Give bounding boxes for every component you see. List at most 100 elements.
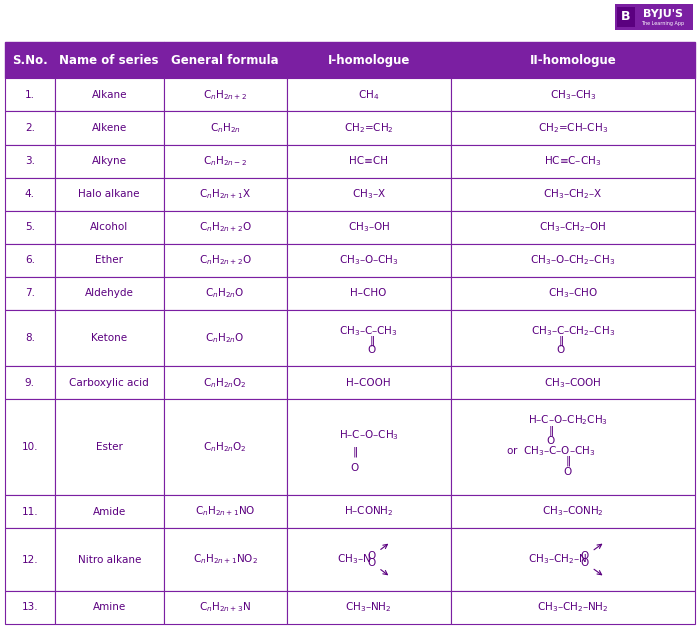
- Bar: [286, 399, 451, 495]
- Bar: [164, 42, 286, 78]
- Bar: [451, 528, 695, 591]
- Text: CH$_3$–CH$_2$–X: CH$_3$–CH$_2$–X: [543, 187, 603, 201]
- Text: HC≡CH: HC≡CH: [349, 156, 388, 166]
- Bar: [55, 178, 164, 210]
- Text: 3.: 3.: [25, 156, 35, 166]
- Text: B: B: [622, 11, 631, 23]
- Bar: [286, 178, 451, 210]
- Text: C$_n$H$_{2n+1}$NO: C$_n$H$_{2n+1}$NO: [195, 505, 256, 518]
- Bar: [55, 591, 164, 624]
- Text: General formula: General formula: [172, 54, 279, 67]
- Text: CH$_3$–OH: CH$_3$–OH: [347, 221, 390, 234]
- Bar: [615, 4, 693, 30]
- Bar: [55, 277, 164, 310]
- Text: Ester: Ester: [96, 442, 122, 452]
- Bar: [286, 591, 451, 624]
- Text: $\Vert$: $\Vert$: [548, 424, 554, 438]
- Text: Alkyne: Alkyne: [92, 156, 127, 166]
- Bar: [286, 111, 451, 145]
- Text: O: O: [556, 345, 565, 355]
- Text: C$_n$H$_{2n+2}$: C$_n$H$_{2n+2}$: [203, 88, 247, 102]
- Text: H–COOH: H–COOH: [346, 377, 391, 387]
- Bar: [5, 111, 55, 145]
- Text: C$_n$H$_{2n+1}$NO$_2$: C$_n$H$_{2n+1}$NO$_2$: [193, 552, 258, 566]
- Bar: [286, 42, 451, 78]
- Bar: [164, 277, 286, 310]
- Text: C$_n$H$_{2n}$O$_2$: C$_n$H$_{2n}$O$_2$: [203, 440, 247, 454]
- Text: $\Vert$: $\Vert$: [565, 454, 570, 468]
- Text: O: O: [368, 544, 387, 561]
- Text: CH$_3$–CONH$_2$: CH$_3$–CONH$_2$: [542, 505, 604, 518]
- Text: H–CHO: H–CHO: [351, 288, 387, 298]
- Text: 7.: 7.: [25, 288, 35, 298]
- Bar: [164, 111, 286, 145]
- Bar: [164, 495, 286, 528]
- Text: Aldehyde: Aldehyde: [85, 288, 134, 298]
- Text: Alkane: Alkane: [92, 90, 127, 100]
- Text: 5.: 5.: [25, 222, 35, 232]
- Text: 9.: 9.: [25, 377, 35, 387]
- Text: Alkene: Alkene: [92, 123, 127, 133]
- Bar: [451, 210, 695, 244]
- Text: C$_n$H$_{2n-2}$: C$_n$H$_{2n-2}$: [203, 154, 247, 168]
- Bar: [55, 366, 164, 399]
- Text: Alcohol: Alcohol: [90, 222, 128, 232]
- Bar: [286, 366, 451, 399]
- Bar: [286, 78, 451, 111]
- Bar: [164, 244, 286, 277]
- Bar: [286, 210, 451, 244]
- Bar: [5, 591, 55, 624]
- Text: C$_n$H$_{2n}$O$_2$: C$_n$H$_{2n}$O$_2$: [203, 375, 247, 389]
- Bar: [55, 399, 164, 495]
- Text: C$_n$H$_{2n}$O: C$_n$H$_{2n}$O: [206, 286, 245, 300]
- Bar: [5, 42, 55, 78]
- Bar: [617, 7, 635, 27]
- Text: 10.: 10.: [22, 442, 38, 452]
- Text: CH$_3$–O–CH$_3$: CH$_3$–O–CH$_3$: [339, 253, 398, 267]
- Bar: [451, 366, 695, 399]
- Text: C$_n$H$_{2n+3}$N: C$_n$H$_{2n+3}$N: [199, 600, 251, 614]
- Bar: [451, 310, 695, 366]
- Text: Halo alkane: Halo alkane: [78, 189, 140, 199]
- Bar: [451, 145, 695, 178]
- Text: Name of series: Name of series: [60, 54, 159, 67]
- Text: CH$_3$–CH$_3$: CH$_3$–CH$_3$: [550, 88, 596, 102]
- Text: CH$_3$–O–CH$_2$–CH$_3$: CH$_3$–O–CH$_2$–CH$_3$: [531, 253, 615, 267]
- Bar: [451, 244, 695, 277]
- Bar: [5, 210, 55, 244]
- Text: Amide: Amide: [92, 507, 126, 516]
- Text: C$_n$H$_{2n+2}$O: C$_n$H$_{2n+2}$O: [199, 221, 251, 234]
- Bar: [286, 310, 451, 366]
- Text: I-homologue: I-homologue: [328, 54, 410, 67]
- Bar: [5, 277, 55, 310]
- Bar: [451, 42, 695, 78]
- Bar: [286, 495, 451, 528]
- Bar: [451, 178, 695, 210]
- Bar: [5, 145, 55, 178]
- Bar: [451, 399, 695, 495]
- Text: $\Vert$: $\Vert$: [558, 334, 564, 348]
- Text: C$_n$H$_{2n+2}$O: C$_n$H$_{2n+2}$O: [199, 253, 251, 267]
- Bar: [451, 111, 695, 145]
- Text: CH$_2$=CH–CH$_3$: CH$_2$=CH–CH$_3$: [538, 121, 608, 135]
- Text: O: O: [368, 557, 387, 574]
- Bar: [55, 111, 164, 145]
- Text: 13.: 13.: [22, 602, 38, 612]
- Text: BYJU'S: BYJU'S: [643, 9, 683, 19]
- Text: 4.: 4.: [25, 189, 35, 199]
- Bar: [5, 399, 55, 495]
- Bar: [55, 42, 164, 78]
- Bar: [5, 78, 55, 111]
- Text: H–C–O–CH$_2$CH$_3$: H–C–O–CH$_2$CH$_3$: [528, 413, 608, 427]
- Text: Nitro alkane: Nitro alkane: [78, 554, 141, 564]
- Bar: [164, 591, 286, 624]
- Text: O: O: [564, 467, 572, 477]
- Text: CH$_3$–CH$_2$–N: CH$_3$–CH$_2$–N: [528, 552, 587, 566]
- Bar: [451, 78, 695, 111]
- Text: O: O: [581, 557, 601, 574]
- Bar: [451, 495, 695, 528]
- Bar: [5, 310, 55, 366]
- Text: CH$_3$–N: CH$_3$–N: [337, 552, 370, 566]
- Text: CH$_3$–C–CH$_2$–CH$_3$: CH$_3$–C–CH$_2$–CH$_3$: [531, 324, 615, 338]
- Bar: [5, 178, 55, 210]
